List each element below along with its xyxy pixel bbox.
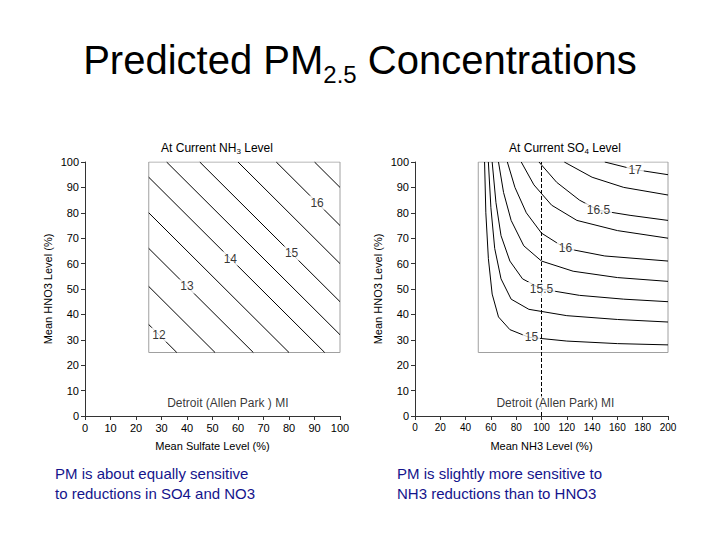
svg-text:50: 50: [206, 422, 218, 434]
svg-text:16: 16: [559, 241, 573, 255]
svg-text:16.5: 16.5: [587, 203, 611, 217]
svg-text:60: 60: [397, 258, 409, 270]
svg-text:Mean Sulfate Level (%): Mean Sulfate Level (%): [155, 440, 269, 452]
svg-text:17: 17: [628, 163, 642, 177]
svg-text:Mean NH3 Level (%): Mean NH3 Level (%): [490, 440, 592, 452]
svg-text:15: 15: [525, 330, 539, 344]
svg-text:90: 90: [397, 181, 409, 193]
svg-text:100: 100: [331, 422, 349, 434]
svg-text:15.5: 15.5: [530, 282, 554, 296]
svg-text:90: 90: [308, 422, 320, 434]
svg-text:0: 0: [403, 410, 409, 422]
html-text:NH3 reductions than to HNO3: NH3 reductions than to HNO3: [397, 485, 597, 502]
svg-text:10: 10: [104, 422, 116, 434]
svg-text:70: 70: [257, 422, 269, 434]
svg-text:40: 40: [67, 308, 79, 320]
svg-text:16: 16: [310, 196, 324, 210]
svg-text:140: 140: [584, 422, 601, 433]
svg-text:60: 60: [67, 258, 79, 270]
svg-text:0: 0: [82, 422, 88, 434]
svg-text:10: 10: [67, 385, 79, 397]
svg-text:160: 160: [609, 422, 626, 433]
svg-text:60: 60: [232, 422, 244, 434]
html-text:PM is about equally sensitive: PM is about equally sensitive: [55, 465, 249, 482]
svg-text:80: 80: [283, 422, 295, 434]
svg-text:Mean HNO3 Level (%): Mean HNO3 Level (%): [42, 234, 54, 345]
svg-text:20: 20: [67, 359, 79, 371]
svg-text:200: 200: [660, 422, 677, 433]
svg-text:At Current SO: At Current SO: [509, 141, 584, 155]
svg-text:20: 20: [435, 422, 447, 433]
svg-text:40: 40: [460, 422, 472, 433]
svg-text:70: 70: [67, 232, 79, 244]
svg-text:13: 13: [180, 279, 194, 293]
svg-text:60: 60: [485, 422, 497, 433]
svg-text:30: 30: [67, 334, 79, 346]
svg-text:3: 3: [236, 146, 241, 156]
svg-text:Detroit (Allen Park ) MI: Detroit (Allen Park ) MI: [167, 396, 288, 410]
svg-text:40: 40: [397, 308, 409, 320]
svg-text:0: 0: [412, 422, 418, 433]
svg-text:70: 70: [397, 232, 409, 244]
svg-text:At Current NH: At Current NH: [161, 141, 236, 155]
svg-text:100: 100: [391, 156, 409, 168]
svg-text:Level: Level: [241, 141, 273, 155]
svg-text:10: 10: [397, 385, 409, 397]
html-text:Predicted PM2.5Concentrations: Predicted PM2.5Concentrations: [83, 38, 637, 88]
svg-text:80: 80: [397, 207, 409, 219]
svg-text:30: 30: [397, 334, 409, 346]
svg-text:12: 12: [152, 328, 166, 342]
svg-text:50: 50: [67, 283, 79, 295]
svg-text:20: 20: [130, 422, 142, 434]
svg-text:Mean HNO3 Level (%): Mean HNO3 Level (%): [372, 234, 384, 345]
svg-text:Detroit (Allen Park) MI: Detroit (Allen Park) MI: [496, 396, 614, 410]
svg-text:90: 90: [67, 181, 79, 193]
svg-text:20: 20: [397, 359, 409, 371]
svg-text:4: 4: [584, 146, 589, 156]
svg-text:15: 15: [285, 246, 299, 260]
svg-text:180: 180: [634, 422, 651, 433]
html-text:to reductions in SO4 and NO3: to reductions in SO4 and NO3: [55, 485, 256, 502]
svg-text:80: 80: [67, 207, 79, 219]
svg-text:120: 120: [558, 422, 575, 433]
svg-text:80: 80: [511, 422, 523, 433]
svg-text:30: 30: [155, 422, 167, 434]
svg-text:14: 14: [224, 252, 238, 266]
svg-text:0: 0: [73, 410, 79, 422]
svg-text:40: 40: [181, 422, 193, 434]
svg-text:100: 100: [533, 422, 550, 433]
html-text:PM is slightly more sensitive: PM is slightly more sensitive to: [397, 465, 603, 482]
svg-text:50: 50: [397, 283, 409, 295]
svg-text:100: 100: [61, 156, 79, 168]
svg-text:Level: Level: [589, 141, 621, 155]
